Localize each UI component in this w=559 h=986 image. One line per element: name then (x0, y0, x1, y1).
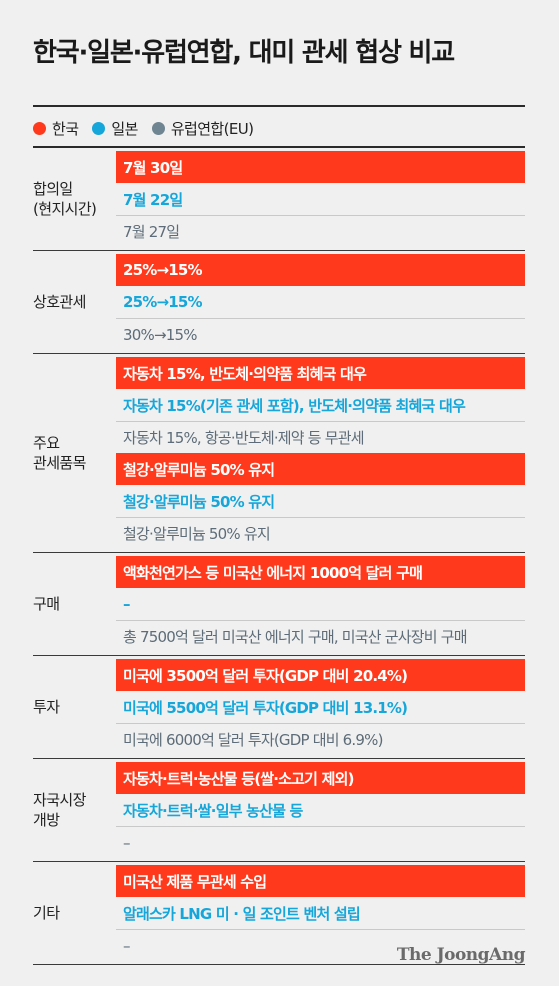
group-reciprocal-tariff: 상호관세 25%→15% 25%→15% 30%→15% (33, 251, 525, 354)
group-market-opening: 자국시장 개방 자동차·트럭·농산물 등(쌀·소고기 제외) 자동차·트럭·쌀·… (33, 759, 525, 862)
legend-dot-eu (151, 121, 165, 135)
group-major-tariff-items: 주요 관세품목 자동차 15%, 반도체·의약품 최혜국 대우 자동차 15%(… (33, 354, 525, 553)
group-agreement-date: 합의일 (현지시간) 7월 30일 7월 22일 7월 27일 (33, 148, 525, 251)
legend-label-korea: 한국 (52, 119, 79, 138)
row-japan: 7월 22일 (123, 190, 183, 209)
legend-item-eu: 유럽연합(EU) (151, 118, 254, 139)
row-japan: 미국에 5500억 달러 투자(GDP 대비 13.1%) (123, 698, 408, 717)
legend-dot-korea (33, 121, 46, 135)
publisher-logo: The JoongAng (396, 945, 526, 965)
category-label: 주요 관세품목 (33, 434, 86, 472)
row-japan: 자동차·트럭·쌀·일부 농산물 등 (123, 801, 303, 820)
legend-label-eu: 유럽연합(EU) (170, 119, 254, 138)
row-eu: – (116, 929, 525, 961)
category-label: 투자 (33, 698, 60, 716)
category-label: 상호관세 (33, 293, 86, 311)
row-korea: 자동차 15%, 반도체·의약품 최혜국 대우 (116, 357, 525, 389)
category-label: 구매 (33, 595, 60, 613)
row-korea: 미국산 제품 무관세 수입 (116, 865, 525, 897)
group-other: 기타 미국산 제품 무관세 수입 알래스카 LNG 미 · 일 조인트 벤처 설… (33, 862, 525, 965)
row-eu: 30%→15% (116, 318, 525, 350)
legend-divider (33, 146, 525, 148)
row-korea: 미국에 3500억 달러 투자(GDP 대비 20.4%) (116, 659, 525, 691)
legend-label-japan: 일본 (111, 119, 138, 138)
row-japan: 알래스카 LNG 미 · 일 조인트 벤처 설립 (123, 904, 361, 923)
row-korea: 7월 30일 (116, 151, 525, 183)
row-japan-steel: 철강·알루미늄 50% 유지 (123, 492, 275, 511)
row-eu: 총 7500억 달러 미국산 에너지 구매, 미국산 군사장비 구매 (116, 620, 525, 652)
row-eu: – (116, 826, 525, 858)
row-eu: 미국에 6000억 달러 투자(GDP 대비 6.9%) (116, 723, 525, 755)
row-japan: 자동차 15%(기존 관세 포함), 반도체·의약품 최혜국 대우 (123, 396, 466, 415)
comparison-table: 합의일 (현지시간) 7월 30일 7월 22일 7월 27일 상호관세 25%… (33, 148, 525, 965)
title-divider (33, 105, 525, 107)
legend-dot-japan (92, 121, 106, 135)
row-eu-steel: 철강·알루미늄 50% 유지 (116, 517, 525, 549)
row-korea: 자동차·트럭·농산물 등(쌀·소고기 제외) (116, 762, 525, 794)
row-korea: 액화천연가스 등 미국산 에너지 1000억 달러 구매 (116, 556, 525, 588)
row-japan: – (123, 595, 131, 613)
legend: 한국 일본 유럽연합(EU) (33, 113, 525, 143)
row-korea: 25%→15% (116, 254, 525, 286)
row-eu: 7월 27일 (116, 215, 525, 247)
legend-item-japan: 일본 (92, 118, 138, 139)
group-purchase: 구매 액화천연가스 등 미국산 에너지 1000억 달러 구매 – 총 7500… (33, 553, 525, 656)
category-label: 합의일 (현지시간) (33, 180, 97, 218)
category-label: 자국시장 개방 (33, 791, 86, 829)
legend-item-korea: 한국 (33, 118, 79, 139)
row-korea-steel: 철강·알루미늄 50% 유지 (116, 453, 525, 485)
row-japan: 25%→15% (123, 293, 203, 311)
row-eu: 자동차 15%, 항공·반도체·제약 등 무관세 (116, 421, 525, 453)
page-title: 한국·일본·유럽연합, 대미 관세 협상 비교 (33, 38, 455, 68)
group-investment: 투자 미국에 3500억 달러 투자(GDP 대비 20.4%) 미국에 550… (33, 656, 525, 759)
category-label: 기타 (33, 904, 60, 922)
